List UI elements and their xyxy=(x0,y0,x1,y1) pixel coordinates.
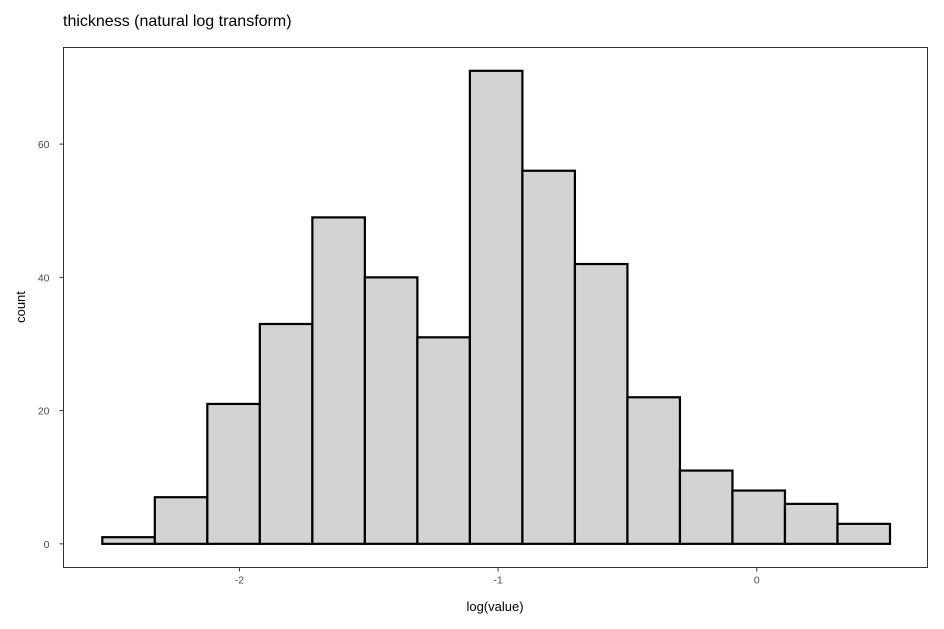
x-axis-label: log(value) xyxy=(466,599,523,614)
x-tick-label: -1 xyxy=(493,575,502,587)
x-tick-label: 0 xyxy=(754,575,760,587)
histogram-bar xyxy=(363,276,419,545)
y-axis-ticks: 0 20 40 60 xyxy=(38,139,64,551)
histogram-bar xyxy=(626,396,682,545)
histogram-bar xyxy=(521,169,577,545)
histogram-bar xyxy=(783,502,839,545)
histogram-bar xyxy=(311,216,366,545)
histogram-bar xyxy=(836,522,892,545)
chart-title: thickness (natural log transform) xyxy=(63,13,292,30)
histogram-bar xyxy=(678,469,734,545)
x-axis-ticks: -2 -1 0 xyxy=(235,567,760,587)
histogram-bar xyxy=(153,496,209,545)
histogram-bar xyxy=(468,69,524,545)
x-tick-label: -2 xyxy=(235,575,244,587)
y-axis-label: count xyxy=(13,291,28,323)
histogram-bar xyxy=(731,489,787,545)
bars-group xyxy=(101,69,892,545)
histogram-bar xyxy=(416,336,471,545)
histogram-bar xyxy=(258,322,314,545)
histogram-bar xyxy=(573,262,629,545)
y-tick-label: 60 xyxy=(38,139,50,151)
y-tick-label: 20 xyxy=(38,406,50,418)
y-tick-label: 40 xyxy=(38,272,50,284)
histogram-bar xyxy=(206,402,261,545)
histogram-bar xyxy=(101,536,156,545)
y-tick-label: 0 xyxy=(44,539,50,551)
